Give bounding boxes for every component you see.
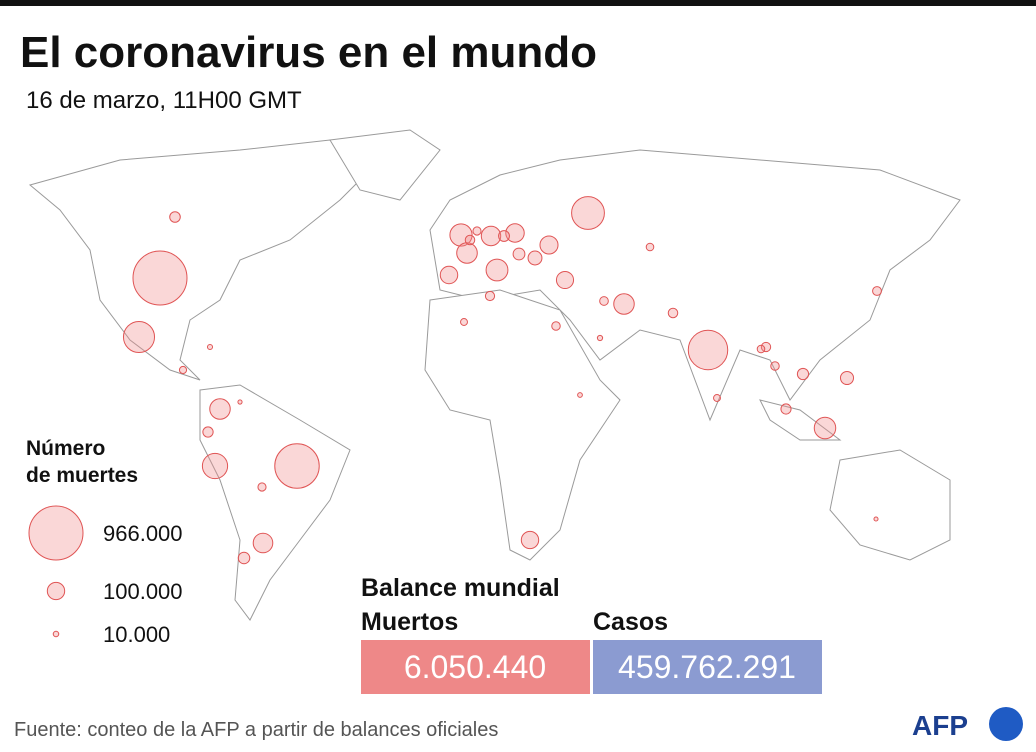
bubble	[132, 250, 188, 306]
bubble	[613, 293, 635, 315]
bubble	[872, 286, 882, 296]
bubble	[449, 223, 473, 247]
bubble	[770, 361, 780, 371]
bubble	[512, 247, 526, 261]
bubble	[257, 482, 267, 492]
bubble	[813, 416, 837, 440]
bubble	[780, 403, 792, 415]
legend-circle	[46, 581, 66, 601]
bubble	[237, 551, 251, 565]
legend-label: 10.000	[103, 622, 170, 647]
bubble	[599, 296, 609, 306]
legend-label: 966.000	[103, 521, 183, 546]
bubble	[237, 399, 243, 405]
bubble	[796, 367, 810, 381]
legend: 966.000 100.000 10.000	[28, 505, 183, 647]
bubble	[596, 334, 604, 342]
subtitle: 16 de marzo, 11H00 GMT	[26, 87, 302, 114]
bubble	[464, 234, 476, 246]
deaths-label: Muertos	[361, 608, 458, 636]
bubble	[439, 265, 459, 285]
bubble	[460, 318, 468, 326]
bubble	[209, 398, 231, 420]
bubble	[577, 392, 583, 398]
deaths-value: 6.050.440	[404, 649, 546, 685]
deaths-box	[361, 640, 590, 694]
bubble	[520, 530, 540, 550]
bubbles	[122, 196, 882, 565]
bubble	[873, 516, 879, 522]
source: Fuente: conteo de la AFP a partir de bal…	[14, 719, 498, 741]
bubble	[555, 270, 575, 290]
bubble	[206, 343, 214, 351]
bubble	[274, 443, 320, 489]
world-map	[28, 129, 961, 621]
bubble	[456, 242, 478, 264]
logo-text: AFP	[912, 710, 968, 741]
top-bar	[0, 0, 1036, 6]
bubble	[252, 532, 274, 554]
cases-value: 459.762.291	[618, 649, 796, 685]
logo-circle	[989, 707, 1023, 741]
bubble	[667, 307, 679, 319]
bubble	[485, 258, 509, 282]
bubble	[713, 394, 721, 402]
bubble	[760, 341, 772, 353]
bubble	[505, 223, 525, 243]
legend-circle	[28, 505, 84, 561]
bubble	[202, 426, 214, 438]
bubble	[480, 225, 502, 247]
title: El coronavirus en el mundo	[20, 28, 597, 77]
bubble	[122, 320, 156, 354]
bubble	[498, 230, 510, 242]
bubble	[484, 290, 496, 302]
bubble	[201, 452, 229, 480]
bubble	[472, 226, 482, 236]
legend-label: 100.000	[103, 579, 183, 604]
bubble	[571, 196, 605, 230]
bubble	[169, 211, 181, 223]
bubble	[645, 242, 655, 252]
bubble	[687, 329, 729, 371]
bubble	[527, 250, 543, 266]
bubble	[539, 235, 559, 255]
bubble	[839, 370, 855, 386]
bubble	[756, 344, 766, 354]
legend-circle	[52, 630, 60, 638]
legend-title: Número	[26, 437, 105, 460]
bubble	[178, 365, 188, 375]
cases-label: Casos	[593, 608, 668, 636]
cases-box	[593, 640, 822, 694]
summary-title: Balance mundial	[361, 574, 560, 602]
legend-title: de muertes	[26, 464, 138, 487]
bubble	[551, 321, 561, 331]
